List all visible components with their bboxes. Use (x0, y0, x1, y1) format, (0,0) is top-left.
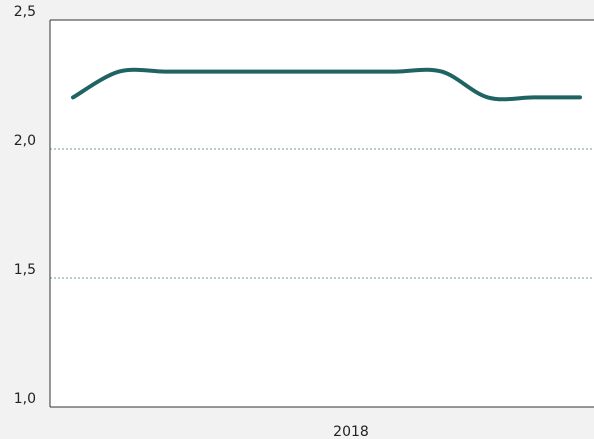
y-tick-label: 2,0 (14, 133, 36, 149)
y-tick-label: 1,5 (14, 262, 36, 278)
y-tick-label: 2,5 (14, 4, 36, 20)
data-line (71, 67, 582, 102)
y-tick-label: 1,0 (14, 391, 36, 407)
plot-area (50, 20, 594, 407)
x-axis-label: 2018 (333, 424, 369, 439)
